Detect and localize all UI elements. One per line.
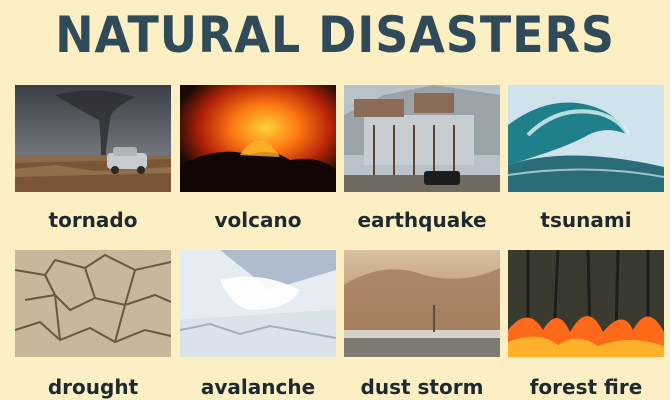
earthquake-image xyxy=(344,85,500,192)
card-tsunami: tsunami xyxy=(508,85,664,232)
volcano-label: volcano xyxy=(214,208,302,232)
tsunami-image xyxy=(508,85,664,192)
dust-storm-label: dust storm xyxy=(360,375,484,399)
forest-fire-label: forest fire xyxy=(529,375,643,399)
dust-storm-image xyxy=(344,250,500,357)
tsunami-label: tsunami xyxy=(540,208,632,232)
card-volcano: volcano xyxy=(180,85,336,232)
card-dust-storm: dust storm xyxy=(344,250,500,399)
drought-image xyxy=(15,250,171,357)
card-avalanche: avalanche xyxy=(180,250,336,399)
earthquake-label: earthquake xyxy=(357,208,487,232)
avalanche-image xyxy=(180,250,336,357)
volcano-image xyxy=(180,85,336,192)
drought-label: drought xyxy=(47,375,139,399)
avalanche-label: avalanche xyxy=(200,375,316,399)
card-forest-fire: forest fire xyxy=(508,250,664,399)
forest-fire-image xyxy=(508,250,664,357)
card-tornado: tornado xyxy=(15,85,171,232)
card-earthquake: earthquake xyxy=(344,85,500,232)
tornado-label: tornado xyxy=(48,208,138,232)
card-drought: drought xyxy=(15,250,171,399)
page-title: NATURAL DISASTERS xyxy=(55,6,615,64)
tornado-image xyxy=(15,85,171,192)
